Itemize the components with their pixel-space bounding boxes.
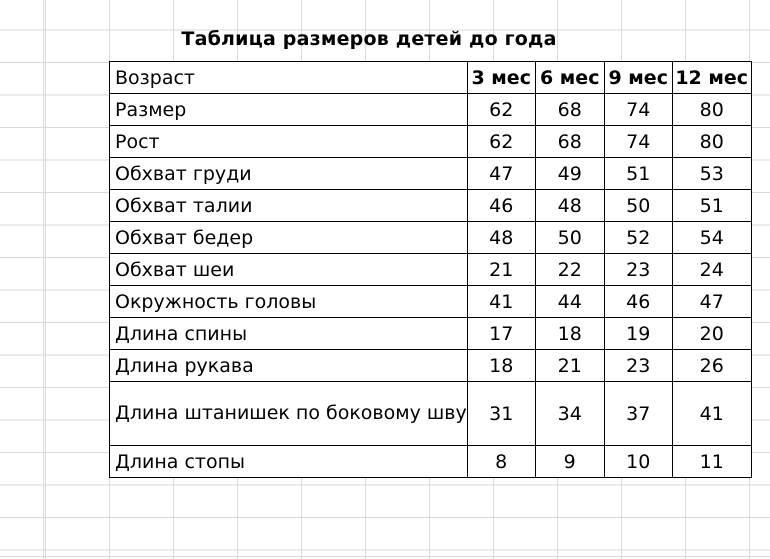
value-cell[interactable]: 48 <box>534 189 605 222</box>
value-cell[interactable]: 31 <box>466 381 536 446</box>
value-cell[interactable]: 18 <box>534 317 605 350</box>
table-row: Окружность головы 41 44 46 47 <box>109 285 752 318</box>
header-row: Возраст 3 мес 6 мес 9 мес 12 мес <box>109 61 752 94</box>
table-row: Размер 62 68 74 80 <box>109 93 752 126</box>
value-cell[interactable]: 23 <box>603 253 673 286</box>
value-cell[interactable]: 62 <box>466 125 536 158</box>
row-label[interactable]: Обхват шеи <box>109 253 468 286</box>
value-cell[interactable]: 49 <box>534 157 605 190</box>
value-cell[interactable]: 37 <box>603 381 673 446</box>
value-cell[interactable]: 50 <box>603 189 673 222</box>
value-cell[interactable]: 54 <box>671 221 752 254</box>
row-label[interactable]: Обхват груди <box>109 157 468 190</box>
value-cell[interactable]: 8 <box>466 445 536 478</box>
header-cell[interactable]: 6 мес <box>534 61 605 94</box>
value-cell[interactable]: 74 <box>603 93 673 126</box>
value-cell[interactable]: 68 <box>534 93 605 126</box>
table-title: Таблица размеров детей до года <box>181 28 557 50</box>
value-cell[interactable]: 9 <box>534 445 605 478</box>
value-cell[interactable]: 68 <box>534 125 605 158</box>
table-row: Длина рукава 18 21 23 26 <box>109 349 752 382</box>
row-label[interactable]: Обхват талии <box>109 189 468 222</box>
value-cell[interactable]: 41 <box>466 285 536 318</box>
value-cell[interactable]: 47 <box>671 285 752 318</box>
value-cell[interactable]: 17 <box>466 317 536 350</box>
size-table: Возраст 3 мес 6 мес 9 мес 12 мес Размер … <box>109 61 752 478</box>
row-label[interactable]: Рост <box>109 125 468 158</box>
value-cell[interactable]: 41 <box>671 381 752 446</box>
row-label[interactable]: Длина стопы <box>109 445 468 478</box>
value-cell[interactable]: 47 <box>466 157 536 190</box>
header-cell[interactable]: 12 мес <box>671 61 752 94</box>
value-cell[interactable]: 52 <box>603 221 673 254</box>
value-cell[interactable]: 51 <box>671 189 752 222</box>
row-label[interactable]: Обхват бедер <box>109 221 468 254</box>
value-cell[interactable]: 21 <box>466 253 536 286</box>
value-cell[interactable]: 20 <box>671 317 752 350</box>
value-cell[interactable]: 19 <box>603 317 673 350</box>
value-cell[interactable]: 24 <box>671 253 752 286</box>
value-cell[interactable]: 10 <box>603 445 673 478</box>
table-row: Длина стопы 8 9 10 11 <box>109 445 752 478</box>
table-row: Длина штанишек по боковому шву 31 34 37 … <box>109 381 752 446</box>
table-row: Обхват талии 46 48 50 51 <box>109 189 752 222</box>
value-cell[interactable]: 11 <box>671 445 752 478</box>
value-cell[interactable]: 21 <box>534 349 605 382</box>
value-cell[interactable]: 23 <box>603 349 673 382</box>
row-label[interactable]: Длина штанишек по боковому шву <box>109 381 468 446</box>
value-cell[interactable]: 80 <box>671 125 752 158</box>
value-cell[interactable]: 46 <box>603 285 673 318</box>
value-cell[interactable]: 22 <box>534 253 605 286</box>
header-cell[interactable]: 3 мес <box>466 61 536 94</box>
header-cell[interactable]: 9 мес <box>603 61 673 94</box>
value-cell[interactable]: 26 <box>671 349 752 382</box>
value-cell[interactable]: 34 <box>534 381 605 446</box>
table-row: Длина спины 17 18 19 20 <box>109 317 752 350</box>
value-cell[interactable]: 80 <box>671 93 752 126</box>
value-cell[interactable]: 46 <box>466 189 536 222</box>
row-label[interactable]: Окружность головы <box>109 285 468 318</box>
value-cell[interactable]: 74 <box>603 125 673 158</box>
row-label[interactable]: Размер <box>109 93 468 126</box>
row-label[interactable]: Длина рукава <box>109 349 468 382</box>
value-cell[interactable]: 18 <box>466 349 536 382</box>
table-row: Обхват груди 47 49 51 53 <box>109 157 752 190</box>
value-cell[interactable]: 48 <box>466 221 536 254</box>
table-row: Обхват шеи 21 22 23 24 <box>109 253 752 286</box>
value-cell[interactable]: 51 <box>603 157 673 190</box>
header-cell[interactable]: Возраст <box>109 61 468 94</box>
value-cell[interactable]: 50 <box>534 221 605 254</box>
row-label[interactable]: Длина спины <box>109 317 468 350</box>
value-cell[interactable]: 62 <box>466 93 536 126</box>
value-cell[interactable]: 44 <box>534 285 605 318</box>
table-row: Рост 62 68 74 80 <box>109 125 752 158</box>
value-cell[interactable]: 53 <box>671 157 752 190</box>
table-row: Обхват бедер 48 50 52 54 <box>109 221 752 254</box>
